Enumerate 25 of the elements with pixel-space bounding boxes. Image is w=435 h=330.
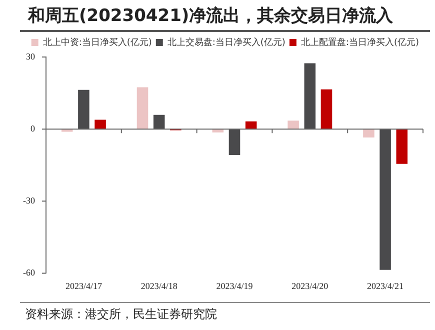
x-tick-label: 2023/4/20 [292,280,329,291]
bar [396,129,408,164]
x-tick-label: 2023/4/18 [140,280,178,291]
bar [136,87,148,130]
legend-label: 北上配置盘:当日净买入(亿元) [300,36,420,48]
bar [288,120,299,130]
x-tick-label: 2023/4/21 [367,280,404,291]
y-tick-label: -60 [22,268,36,278]
bar [228,129,240,156]
x-tick-label: 2023/4/19 [216,280,254,291]
chart-title: 和周五(20230421)净流出，其余交易日净流入 [28,5,394,27]
bar [78,90,90,130]
legend-label: 北上中资:当日净买入(亿元) [42,36,152,48]
y-tick-label: 30 [26,51,36,62]
y-tick-label: -30 [22,195,36,206]
x-tick-label: 2023/4/17 [65,280,102,291]
bar [363,129,374,138]
text: 资料来源：港交所，民生证券研究院 [25,306,217,323]
bar [304,63,316,130]
bar [94,120,106,130]
bar [153,114,165,130]
bar [380,129,391,270]
bar [320,89,332,130]
y-tick-label: 0 [30,123,36,134]
legend-label: 北上交易盘:当日净买入(亿元) [167,36,286,48]
